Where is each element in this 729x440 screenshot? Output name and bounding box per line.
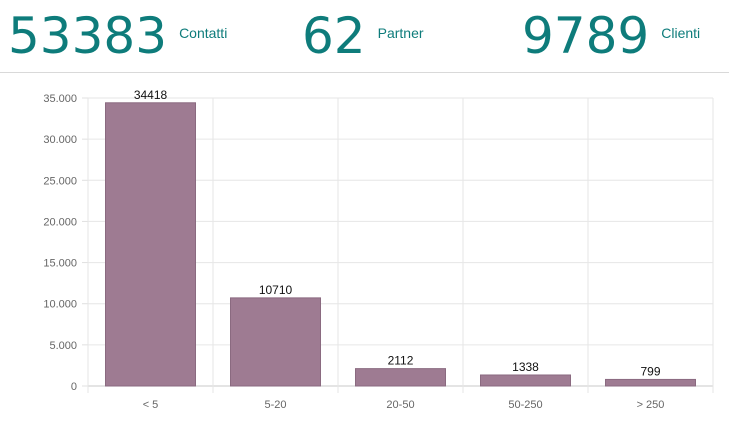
y-tick-label: 30.000 (43, 134, 77, 146)
y-tick-label: 10.000 (43, 299, 77, 311)
kpi-label: Contatti (179, 25, 228, 41)
x-tick-label: < 5 (143, 399, 159, 411)
y-tick-label: 0 (71, 381, 77, 393)
data-label: 1338 (512, 360, 539, 374)
x-tick-label: 20-50 (386, 399, 414, 411)
kpi-value: 9789 (522, 7, 650, 65)
y-tick-label: 35.000 (43, 93, 77, 105)
kpi-value: 62 (302, 7, 366, 65)
data-label: 34418 (134, 88, 168, 102)
kpi-label: Clienti (661, 25, 701, 41)
y-tick-label: 20.000 (43, 216, 77, 228)
data-label: 2112 (388, 354, 414, 368)
kpi-label: Partner (377, 25, 424, 41)
kpi-contatti[interactable]: 53383 Contatti (8, 6, 227, 66)
y-tick-label: 25.000 (43, 175, 77, 187)
bar (355, 368, 446, 387)
y-tick-label: 15.000 (43, 258, 77, 270)
bar (480, 374, 571, 387)
bar (105, 102, 196, 387)
data-label: 799 (640, 364, 660, 378)
x-tick-label: 50-250 (508, 399, 542, 411)
kpi-value: 53383 (8, 7, 168, 65)
y-tick-label: 5.000 (49, 340, 77, 352)
bar (230, 297, 321, 387)
x-tick-label: 5-20 (264, 399, 286, 411)
x-tick-label: > 250 (637, 399, 665, 411)
data-label: 10710 (259, 283, 293, 297)
kpi-clienti[interactable]: 9789 Clienti (522, 6, 700, 66)
bar (605, 378, 696, 387)
kpi-header: 53383 Contatti 62 Partner 9789 Clienti (0, 0, 729, 73)
kpi-partner[interactable]: 62 Partner (302, 6, 424, 66)
